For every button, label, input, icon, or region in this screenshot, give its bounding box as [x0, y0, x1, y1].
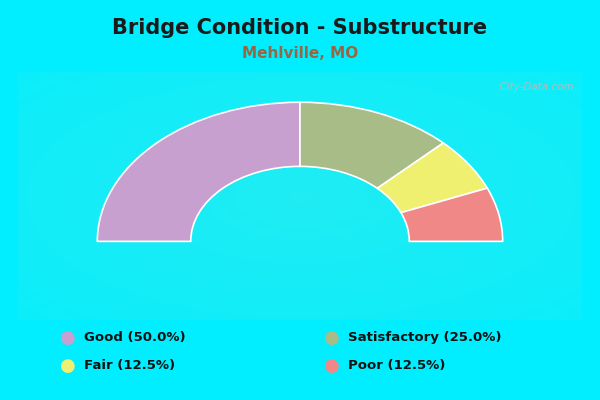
- Text: Mehlville, MO: Mehlville, MO: [242, 46, 358, 61]
- Text: ●: ●: [60, 357, 76, 375]
- Text: ●: ●: [60, 329, 76, 347]
- Wedge shape: [401, 188, 503, 241]
- Wedge shape: [97, 102, 300, 241]
- Text: Good (50.0%): Good (50.0%): [84, 332, 185, 344]
- Wedge shape: [377, 143, 487, 213]
- Wedge shape: [300, 102, 443, 188]
- Text: Bridge Condition - Substructure: Bridge Condition - Substructure: [112, 18, 488, 38]
- Text: ●: ●: [324, 329, 340, 347]
- Text: Satisfactory (25.0%): Satisfactory (25.0%): [348, 332, 502, 344]
- Text: ●: ●: [324, 357, 340, 375]
- Text: Fair (12.5%): Fair (12.5%): [84, 360, 175, 372]
- Text: Poor (12.5%): Poor (12.5%): [348, 360, 445, 372]
- Text: City-Data.com: City-Data.com: [493, 82, 573, 92]
